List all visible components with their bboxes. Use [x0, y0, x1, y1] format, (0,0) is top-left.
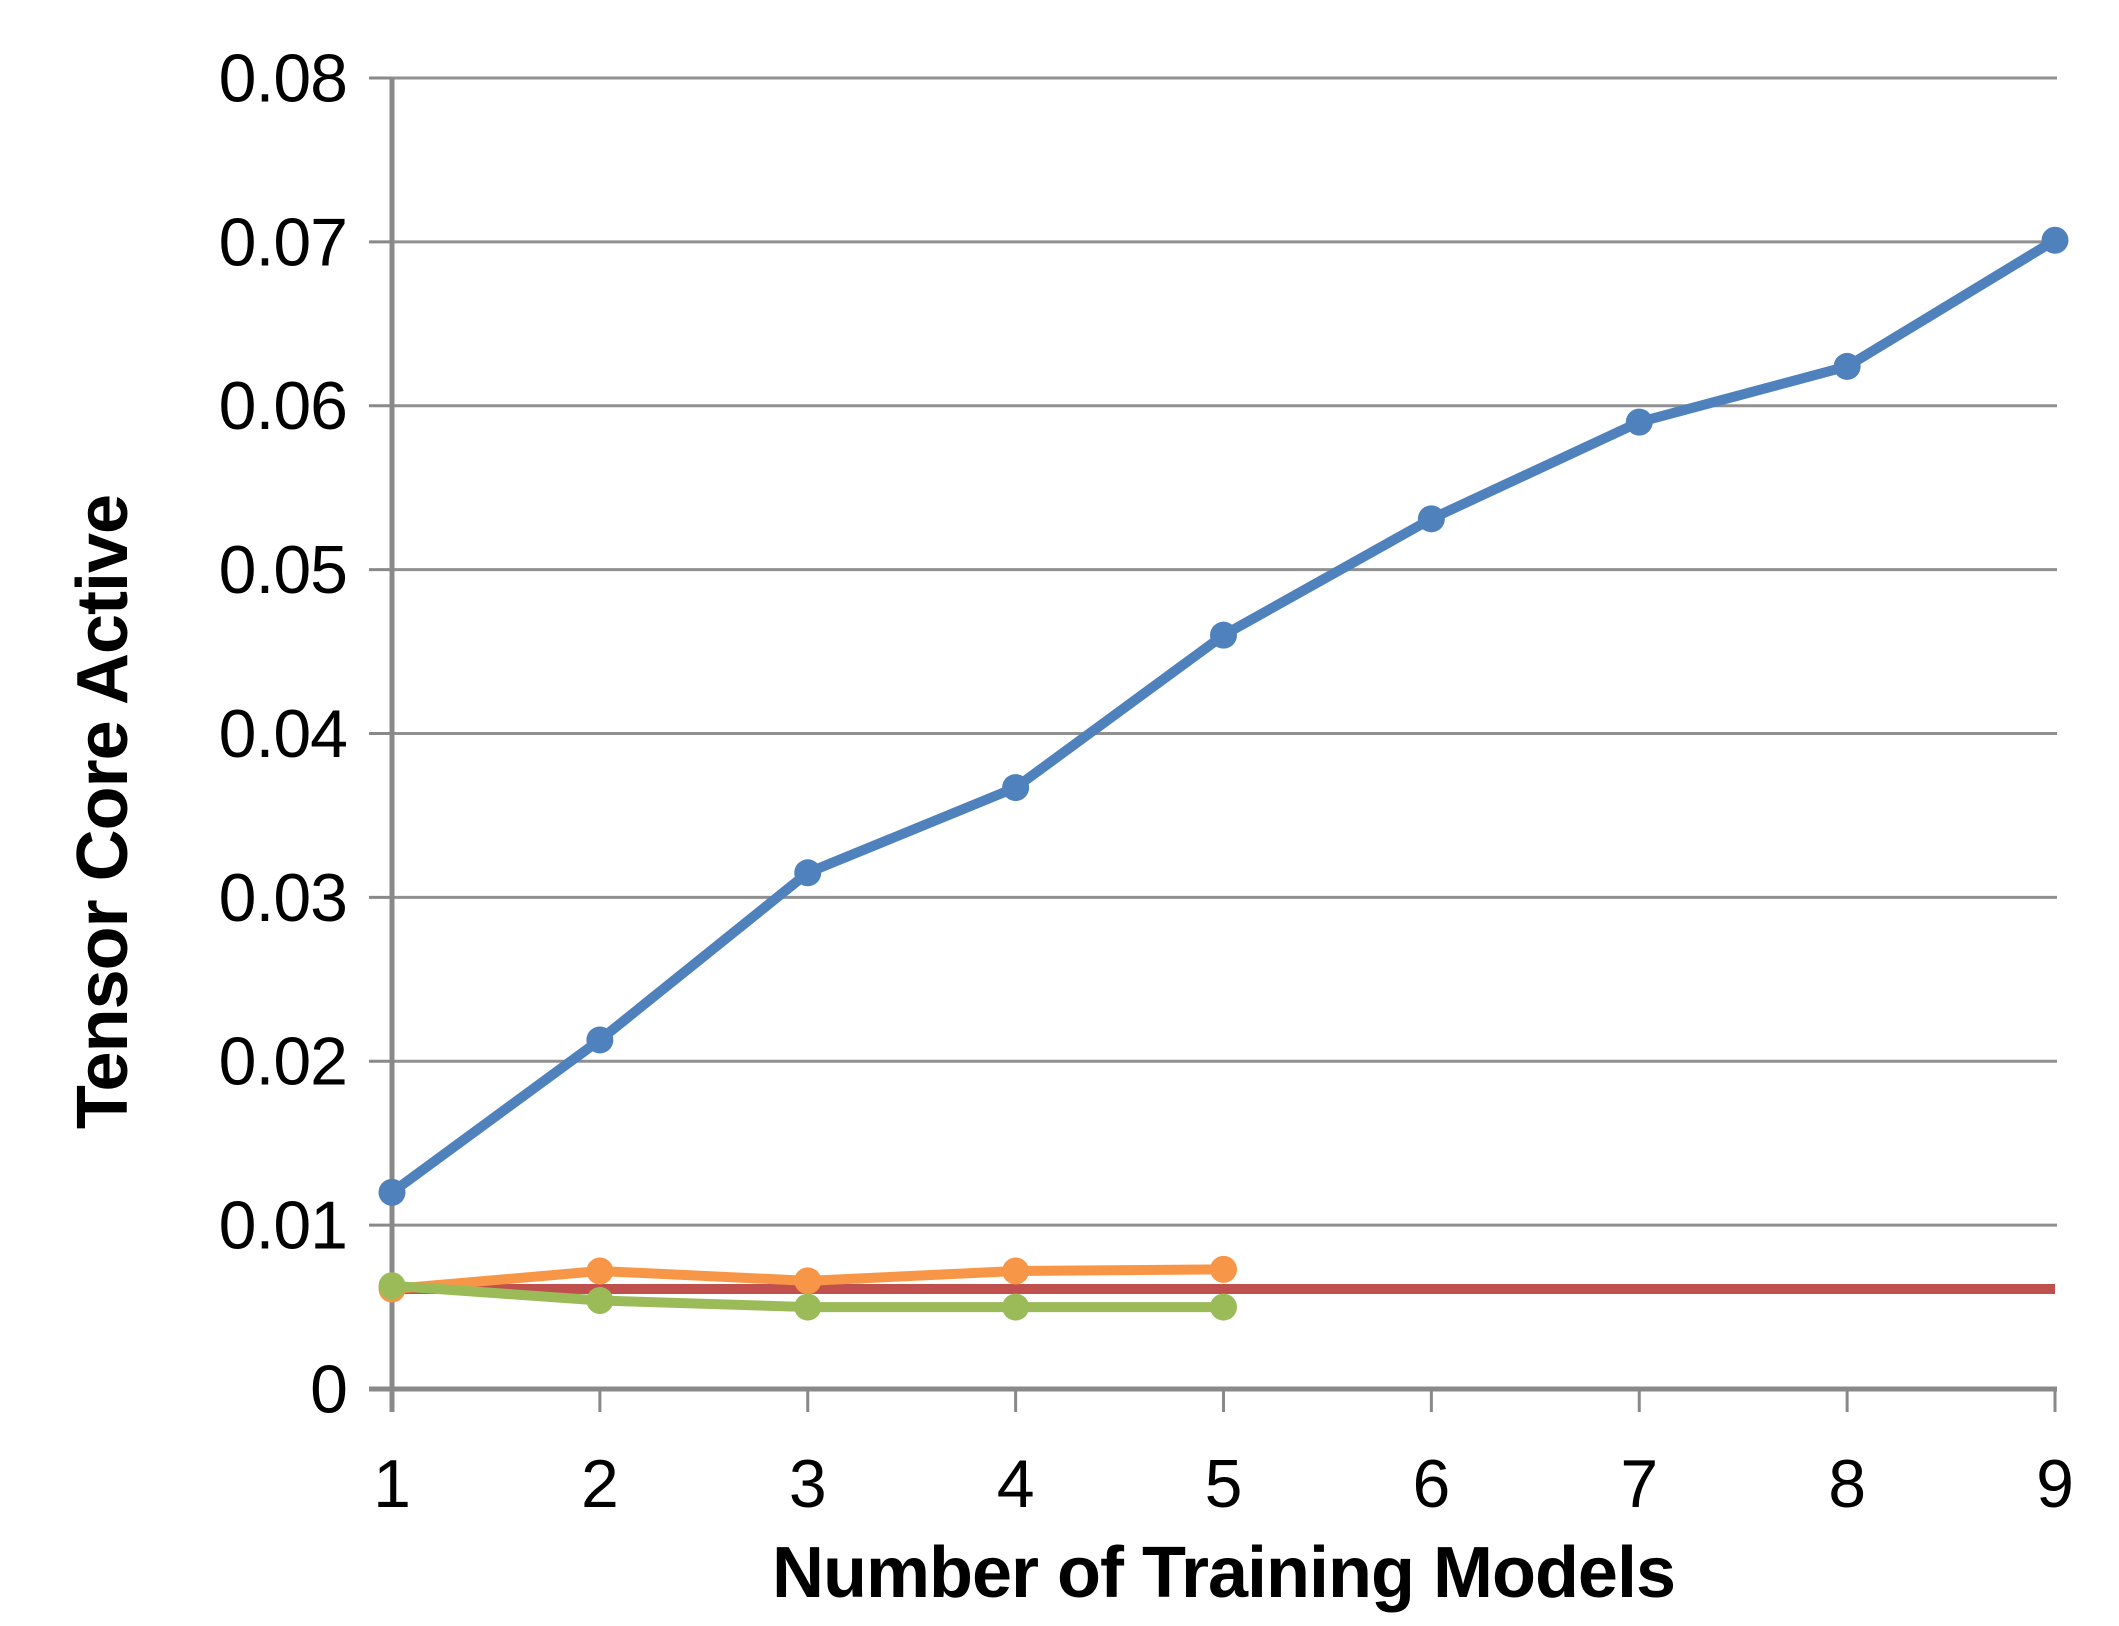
orange-series-marker-5	[1210, 1255, 1237, 1283]
xtick-label-1: 1	[373, 1446, 411, 1522]
orange-series-marker-3	[794, 1267, 822, 1295]
ytick-label-0.08: 0.08	[219, 40, 347, 116]
ytick-label-0.01: 0.01	[219, 1188, 347, 1264]
blue-series-marker-9	[2041, 226, 2069, 254]
ytick-label-0.06: 0.06	[219, 368, 347, 444]
orange-series-marker-4	[1002, 1257, 1030, 1285]
xtick-label-4: 4	[997, 1446, 1035, 1522]
ytick-label-0.02: 0.02	[219, 1024, 347, 1100]
blue-series-line	[389, 235, 2058, 1197]
x-axis-title: Number of Training Models	[771, 1533, 1676, 1613]
blue-series-marker-5	[1210, 621, 1237, 649]
xtick-label-8: 8	[1828, 1446, 1866, 1522]
green-series-marker-2	[586, 1287, 614, 1315]
blue-series-marker-4	[1002, 774, 1030, 802]
xtick-label-3: 3	[789, 1446, 827, 1522]
xtick-label-7: 7	[1620, 1446, 1658, 1522]
ytick-label-0.03: 0.03	[219, 860, 347, 936]
ytick-label-0.04: 0.04	[219, 696, 347, 772]
blue-series-marker-1	[378, 1178, 406, 1206]
xtick-label-6: 6	[1412, 1446, 1450, 1522]
ytick-label-0: 0	[310, 1351, 347, 1427]
xtick-label-2: 2	[581, 1446, 619, 1522]
xtick-label-5: 5	[1205, 1446, 1243, 1522]
blue-series-marker-8	[1833, 352, 1861, 380]
blue-series-marker-3	[794, 859, 822, 887]
green-series-marker-3	[794, 1293, 822, 1321]
xtick-label-9: 9	[2036, 1446, 2074, 1522]
blue-series-marker-7	[1625, 408, 1653, 436]
blue-series-marker-6	[1417, 505, 1445, 533]
blue-series-marker-2	[586, 1026, 614, 1054]
y-axis-title: Tensor Core Active	[63, 494, 143, 1130]
ytick-label-0.07: 0.07	[219, 204, 347, 280]
ytick-label-0.05: 0.05	[219, 532, 347, 608]
green-series-marker-4	[1002, 1293, 1030, 1321]
green-series-marker-1	[378, 1272, 406, 1300]
orange-series-marker-2	[586, 1257, 614, 1285]
green-series-marker-5	[1210, 1293, 1237, 1321]
